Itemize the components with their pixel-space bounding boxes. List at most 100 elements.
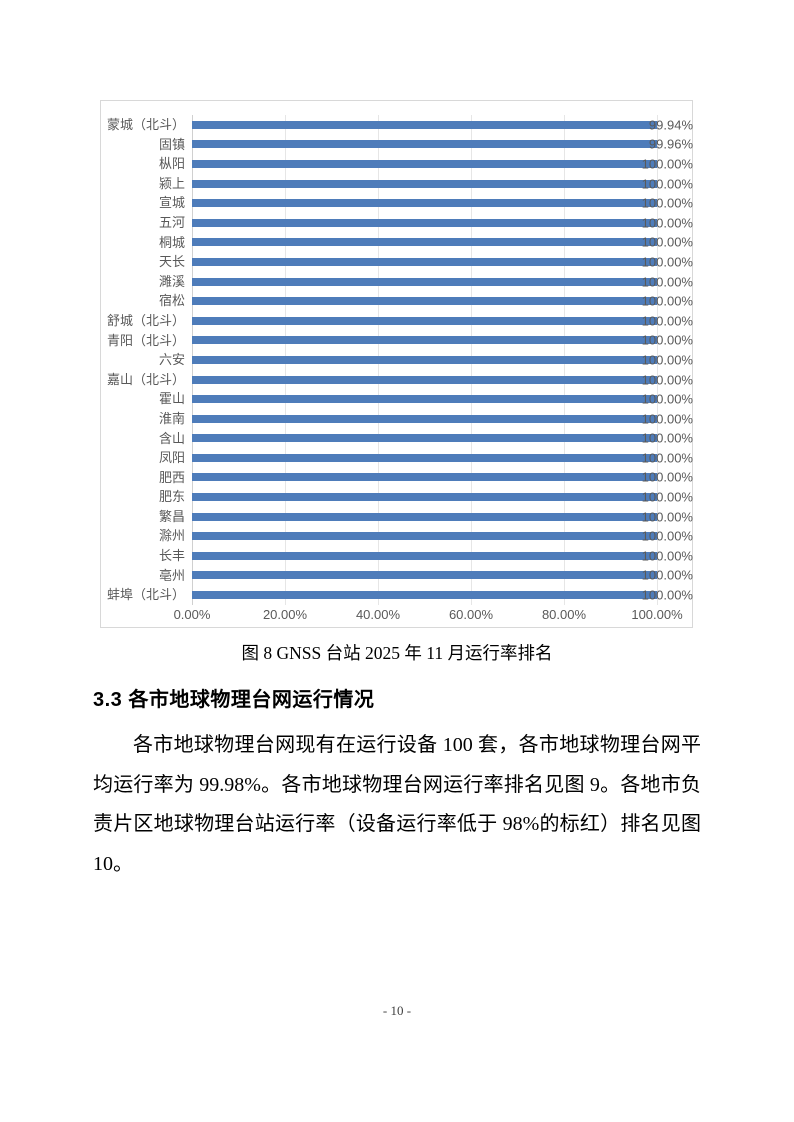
bar-track: 100.00% — [192, 389, 693, 409]
bar — [192, 277, 657, 286]
bar — [192, 473, 657, 482]
chart-row: 天长 100.00% — [101, 252, 693, 272]
category-label: 嘉山（北斗） — [106, 371, 185, 387]
category-label: 滁州 — [158, 528, 185, 544]
category-label: 颍上 — [158, 175, 185, 191]
bar — [192, 512, 657, 521]
bar — [192, 551, 657, 560]
chart-plot-area: 蒙城（北斗） 99.94% 固镇 99.96% 枞阳 100.00% 颍上 100.00% 宣城… — [101, 115, 693, 605]
bar-track: 100.00% — [192, 311, 693, 331]
category-label: 六安 — [158, 352, 185, 368]
figure-caption: 图 8 GNSS 台站 2025 年 11 月运行率排名 — [241, 643, 553, 663]
bar — [192, 355, 657, 364]
category-label: 含山 — [158, 430, 185, 446]
bar-value-label: 99.96% — [648, 136, 693, 152]
bar — [192, 434, 657, 443]
bar-value-label: 100.00% — [641, 509, 693, 525]
bar-track: 100.00% — [192, 233, 693, 253]
bar-value-label: 100.00% — [641, 332, 693, 348]
bar-track: 100.00% — [192, 213, 693, 233]
bar-track: 100.00% — [192, 370, 693, 390]
bar-track: 100.00% — [192, 526, 693, 546]
chart-row: 宿松 100.00% — [101, 291, 693, 311]
category-label: 凤阳 — [158, 450, 185, 466]
bar-track: 100.00% — [192, 174, 693, 194]
bar-track: 100.00% — [192, 193, 693, 213]
bar-value-label: 100.00% — [641, 215, 693, 231]
category-label: 长丰 — [158, 548, 185, 564]
bar — [192, 316, 657, 325]
bar-track: 100.00% — [192, 291, 693, 311]
bar-track: 100.00% — [192, 154, 693, 174]
bar — [192, 336, 657, 345]
category-label: 蒙城（北斗） — [106, 117, 185, 132]
chart-row: 嘉山（北斗） 100.00% — [101, 370, 693, 390]
gridline — [657, 115, 658, 605]
chart-row: 长丰 100.00% — [101, 546, 693, 566]
bar-value-label: 100.00% — [641, 254, 693, 270]
gnss-runrate-bar-chart: 蒙城（北斗） 99.94% 固镇 99.96% 枞阳 100.00% 颍上 100.00% 宣城… — [100, 100, 693, 628]
chart-row: 舒城（北斗） 100.00% — [101, 311, 693, 331]
category-label: 五河 — [158, 214, 185, 230]
bar-track: 100.00% — [192, 468, 693, 488]
bar — [192, 218, 657, 227]
x-tick-label: 40.00% — [355, 607, 401, 622]
chart-row: 青阳（北斗） 100.00% — [101, 331, 693, 351]
bar-value-label: 100.00% — [641, 313, 693, 329]
bar — [192, 179, 657, 188]
chart-row: 含山 100.00% — [101, 429, 693, 449]
chart-row: 肥东 100.00% — [101, 487, 693, 507]
x-tick-label: 80.00% — [541, 607, 587, 622]
category-label: 濉溪 — [158, 273, 185, 289]
bar-value-label: 100.00% — [641, 548, 693, 564]
category-label: 霍山 — [158, 391, 185, 407]
bar-track: 100.00% — [192, 429, 693, 449]
chart-row: 桐城 100.00% — [101, 233, 693, 253]
category-label: 蚌埠（北斗） — [106, 587, 185, 603]
category-label: 肥西 — [158, 469, 185, 485]
bar — [192, 159, 657, 168]
bar — [192, 199, 657, 208]
bar-value-label: 100.00% — [641, 411, 693, 427]
category-label: 肥东 — [158, 489, 185, 505]
bar — [192, 375, 657, 384]
chart-row: 繁昌 100.00% — [101, 507, 693, 527]
bar — [192, 414, 657, 423]
bar-track: 99.96% — [192, 135, 693, 155]
category-label: 宣城 — [158, 195, 185, 211]
bar-track: 100.00% — [192, 487, 693, 507]
bar-track: 100.00% — [192, 448, 693, 468]
bar-value-label: 100.00% — [641, 391, 693, 407]
bar-value-label: 100.00% — [641, 234, 693, 250]
bar-value-label: 100.00% — [641, 587, 693, 603]
chart-row: 固镇 99.96% — [101, 135, 693, 155]
chart-row: 肥西 100.00% — [101, 468, 693, 488]
category-label: 天长 — [158, 254, 185, 270]
bar-track: 100.00% — [192, 272, 693, 292]
body-paragraph: 各市地球物理台网现有在运行设备 100 套，各市地球物理台网平均运行率为 99.… — [93, 734, 701, 875]
bar-value-label: 100.00% — [641, 469, 693, 485]
bar-value-label: 99.94% — [648, 117, 693, 133]
bar — [192, 238, 657, 247]
category-label: 枞阳 — [158, 156, 185, 172]
category-label: 繁昌 — [158, 508, 185, 524]
x-tick-label: 0.00% — [173, 607, 211, 622]
category-label: 宿松 — [158, 293, 185, 309]
bar-value-label: 100.00% — [641, 567, 693, 583]
chart-row: 霍山 100.00% — [101, 389, 693, 409]
x-tick-label: 20.00% — [262, 607, 308, 622]
bar — [192, 493, 657, 502]
bar-track: 100.00% — [192, 252, 693, 272]
category-label: 固镇 — [158, 136, 185, 152]
bar-value-label: 100.00% — [641, 274, 693, 290]
bar-track: 99.94% — [192, 115, 693, 135]
bar-value-label: 100.00% — [641, 430, 693, 446]
category-label: 淮南 — [158, 410, 185, 426]
bar-value-label: 100.00% — [641, 195, 693, 211]
bar — [192, 395, 657, 404]
bar-value-label: 100.00% — [641, 156, 693, 172]
chart-row: 颍上 100.00% — [101, 174, 693, 194]
bar — [192, 571, 657, 580]
chart-row: 宣城 100.00% — [101, 193, 693, 213]
